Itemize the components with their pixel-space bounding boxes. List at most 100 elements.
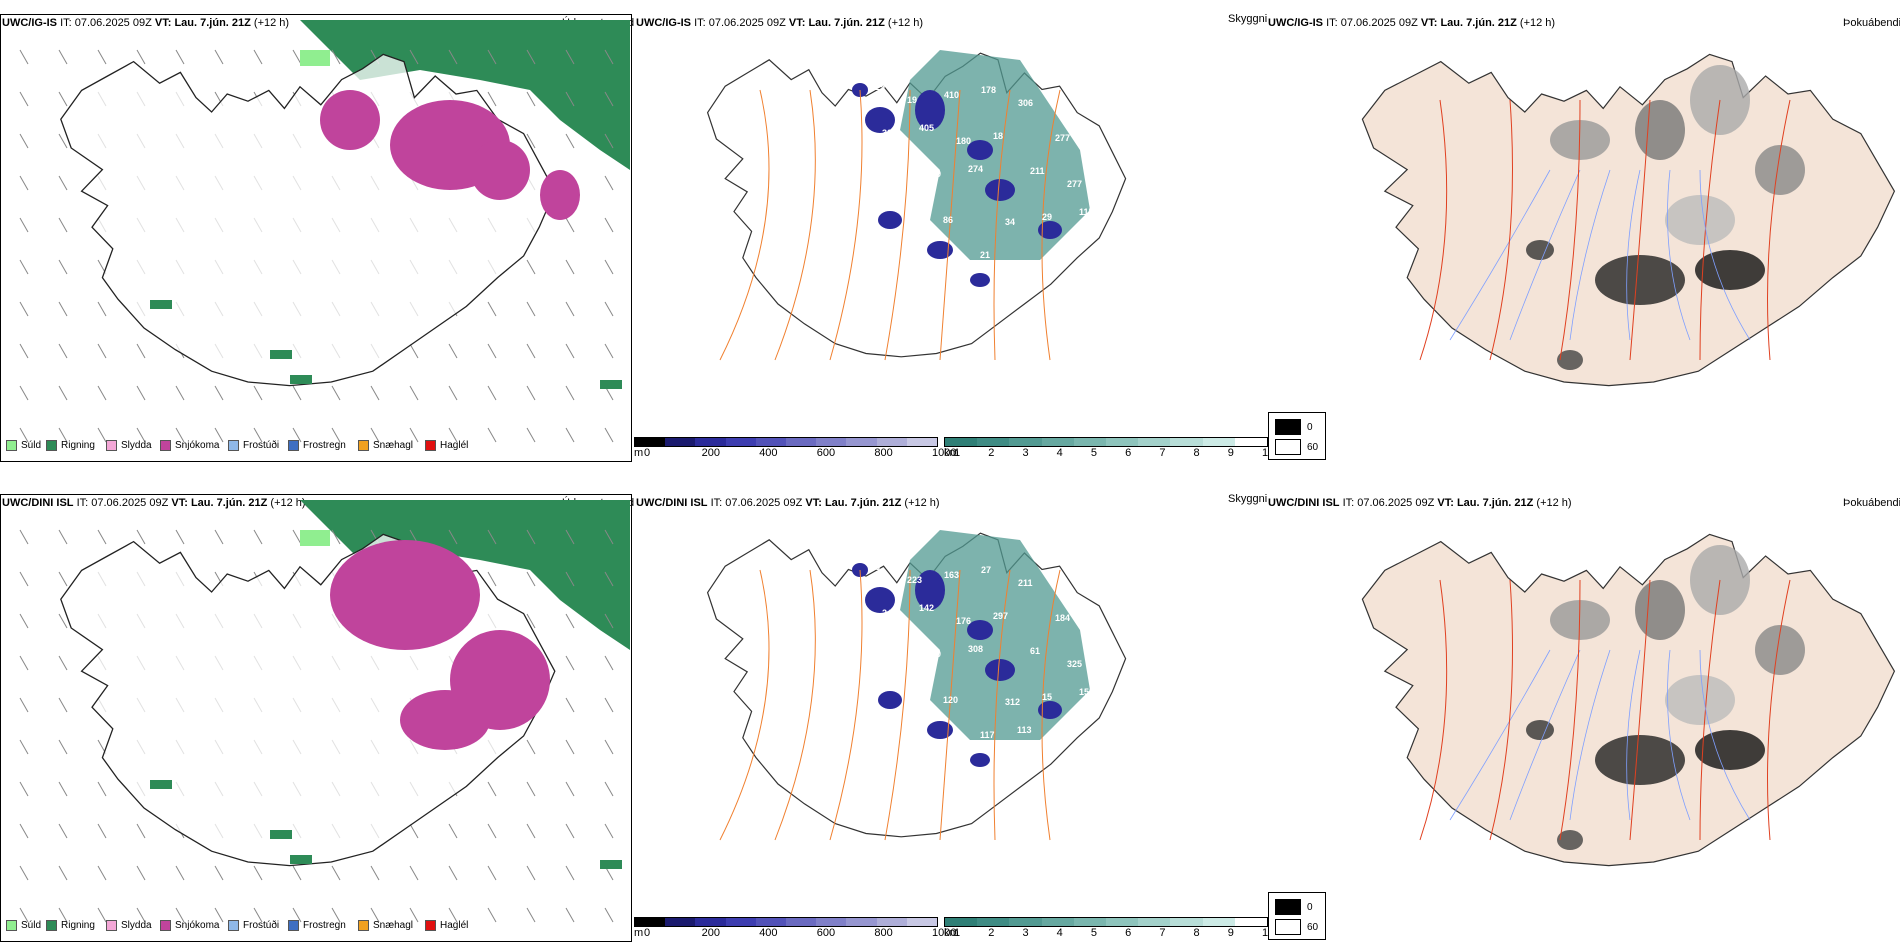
legend-item-7: Haglél (425, 920, 468, 931)
wind-barb (409, 823, 419, 839)
cloud-base-label: 99 (931, 169, 941, 179)
snow-area (540, 170, 580, 220)
legend-label: Snjókoma (175, 920, 220, 931)
legend-swatch (6, 920, 17, 931)
colorbar-tick: 5 (1090, 447, 1097, 459)
river (1509, 649, 1581, 821)
cloud-base-label: 158 (1079, 687, 1094, 697)
wind-barb (487, 571, 497, 587)
wind-barb (58, 739, 68, 755)
legend-label: Frostúði (243, 440, 280, 451)
wind-barb (565, 865, 575, 881)
wind-barb (253, 865, 263, 881)
wind-barb (487, 427, 497, 443)
wind-barb (19, 613, 29, 629)
river (1449, 169, 1551, 341)
colorbar-unit: m (634, 447, 644, 459)
wind-barb (175, 385, 185, 401)
wind-barb (253, 529, 263, 545)
wind-barb (526, 49, 536, 65)
cloud-base-label: 184 (1055, 613, 1070, 623)
legend-item-3: Snjókoma (160, 920, 219, 931)
cloud-base-label: 146 (906, 682, 921, 692)
precip-map-1 (19, 500, 630, 923)
wind-barb (97, 823, 107, 839)
road (1489, 99, 1513, 361)
wind-barb (565, 343, 575, 359)
cloud-base-label: 308 (968, 644, 983, 654)
legend-item-4: Frostúði (228, 440, 279, 451)
wind-barb (448, 907, 458, 923)
wind-barb (292, 427, 302, 443)
wind-barb (136, 343, 146, 359)
legend-swatch (358, 440, 369, 451)
cloud-base-label: 19 (907, 95, 917, 105)
wind-barb (97, 529, 107, 545)
cloud-base-area (878, 211, 902, 229)
wind-barb (526, 739, 536, 755)
road (939, 89, 961, 361)
colorbar-tick: 2 (988, 927, 995, 939)
wind-barb (565, 427, 575, 443)
colorbar-tick: 9 (1227, 927, 1234, 939)
cloud-base-area (927, 241, 953, 259)
precip-panel-frame-bottom (0, 494, 632, 942)
colorbar-segment (816, 918, 847, 926)
wind-barb (97, 343, 107, 359)
cloud-base-label: 70 (931, 649, 941, 659)
precip-map-0 (19, 20, 630, 443)
colorbar-segment (1138, 918, 1171, 926)
colorbar-tick: 4 (1056, 447, 1063, 459)
road (1559, 99, 1581, 361)
colorbar-segment (1073, 438, 1107, 446)
legend-item-3: Snjókoma (160, 440, 219, 451)
wind-barb (58, 613, 68, 629)
wind-barb (19, 175, 29, 191)
colorbar-tick: 400 (759, 927, 778, 939)
colorbar-segment (725, 438, 756, 446)
cloud-base-label: 120 (943, 695, 958, 705)
wind-barb (214, 49, 224, 65)
wind-barb (253, 385, 263, 401)
low-visibility-area (900, 50, 1090, 260)
legend-swatch (358, 920, 369, 931)
colorbar-tick: 7 (1159, 447, 1166, 459)
legend-label: Snæhagl (373, 920, 414, 931)
river (1509, 169, 1581, 341)
colorbar-segment (635, 918, 666, 926)
wind-barb (214, 385, 224, 401)
legend-item-5: Frostregn (288, 920, 346, 931)
wind-barb (487, 91, 497, 107)
cloud-base-label: 30 (894, 654, 904, 664)
wind-barb (565, 91, 575, 107)
wind-barb (19, 823, 29, 839)
cloud-base-area (967, 140, 993, 160)
cloud-base-label: 163 (944, 570, 959, 580)
colorbar-segment (635, 438, 666, 446)
fog-legend-row: 60 (1275, 439, 1318, 455)
wind-barb (58, 133, 68, 149)
colorbar-segment (945, 438, 978, 446)
legend-swatch (425, 440, 436, 451)
wind-barb (19, 91, 29, 107)
wind-barb (97, 301, 107, 317)
wind-barb (58, 385, 68, 401)
colorbar-segment (755, 438, 787, 446)
wind-barb (526, 259, 536, 275)
legend-swatch (160, 920, 171, 931)
wind-barb (97, 865, 107, 881)
wind-barb (292, 907, 302, 923)
fog-legend-row: 60 (1275, 919, 1318, 935)
wind-barb (565, 571, 575, 587)
road (1041, 569, 1061, 841)
wind-barb (604, 823, 614, 839)
legend-label: Haglél (440, 440, 469, 451)
cloud-base-label: 410 (944, 90, 959, 100)
cloud-base-label: 10 (906, 202, 916, 212)
wind-barb (604, 49, 614, 65)
row1-header-precip: UWC/IG-IS IT: 07.06.2025 09Z VT: Lau. 7.… (2, 17, 290, 29)
wind-barb (136, 529, 146, 545)
cloud-base-label: 297 (993, 611, 1008, 621)
snow-area (400, 690, 490, 750)
wind-barb (292, 49, 302, 65)
